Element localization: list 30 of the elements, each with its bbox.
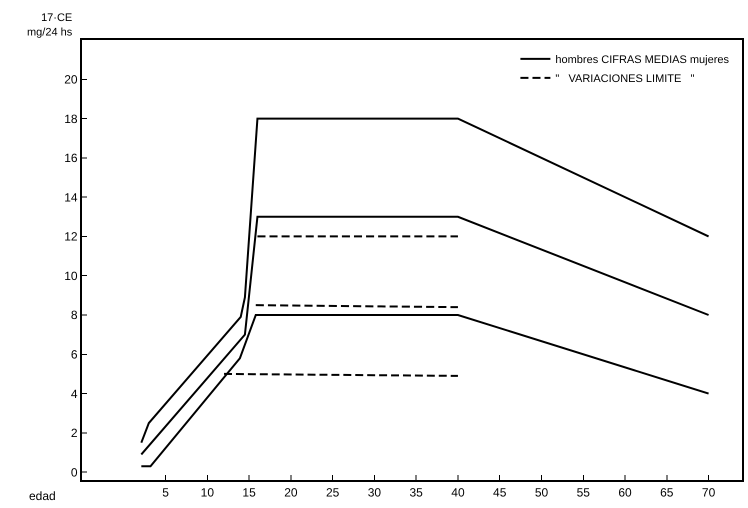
y-tick-label: 16 (64, 151, 78, 166)
x-tick-label: 60 (618, 485, 632, 500)
x-tick-label: 10 (200, 485, 214, 500)
y-tick-label: 18 (64, 112, 78, 126)
y-tick-label: 2 (70, 426, 78, 440)
y-tick-label: 14 (64, 190, 78, 204)
x-tick-label: 20 (284, 485, 298, 500)
x-tick-label: 40 (451, 485, 465, 500)
y-tick-label: 6 (70, 347, 78, 362)
x-tick-label: 65 (660, 485, 674, 500)
x-tick-label: 50 (534, 485, 548, 500)
legend-label: hombres CIFRAS MEDIAS mujeres (555, 54, 730, 66)
line-series (140, 118, 710, 444)
x-tick-label: 25 (326, 485, 340, 500)
y-tick-label: 4 (70, 386, 78, 401)
x-tick-label: 15 (242, 485, 256, 500)
x-tick-label: 70 (702, 485, 716, 500)
x-tick-label: 35 (410, 485, 424, 500)
x-tick-label: 45 (493, 485, 507, 500)
x-tick-label: 5 (162, 485, 170, 500)
x-tick-label: 55 (576, 485, 590, 500)
y-tick-label: 10 (64, 268, 78, 283)
y-tick-label: 12 (64, 230, 78, 244)
x-tick-label: 30 (368, 485, 382, 500)
y-tick-label: 8 (70, 308, 78, 322)
y-tick-label: 20 (64, 72, 78, 86)
y-tick-label: 0 (70, 465, 78, 480)
y-axis-title: 17·CE mg/24 hs (27, 12, 73, 38)
legend-label: " VARIACIONES LIMITE " (555, 73, 695, 86)
x-axis-title: edad (29, 489, 56, 503)
